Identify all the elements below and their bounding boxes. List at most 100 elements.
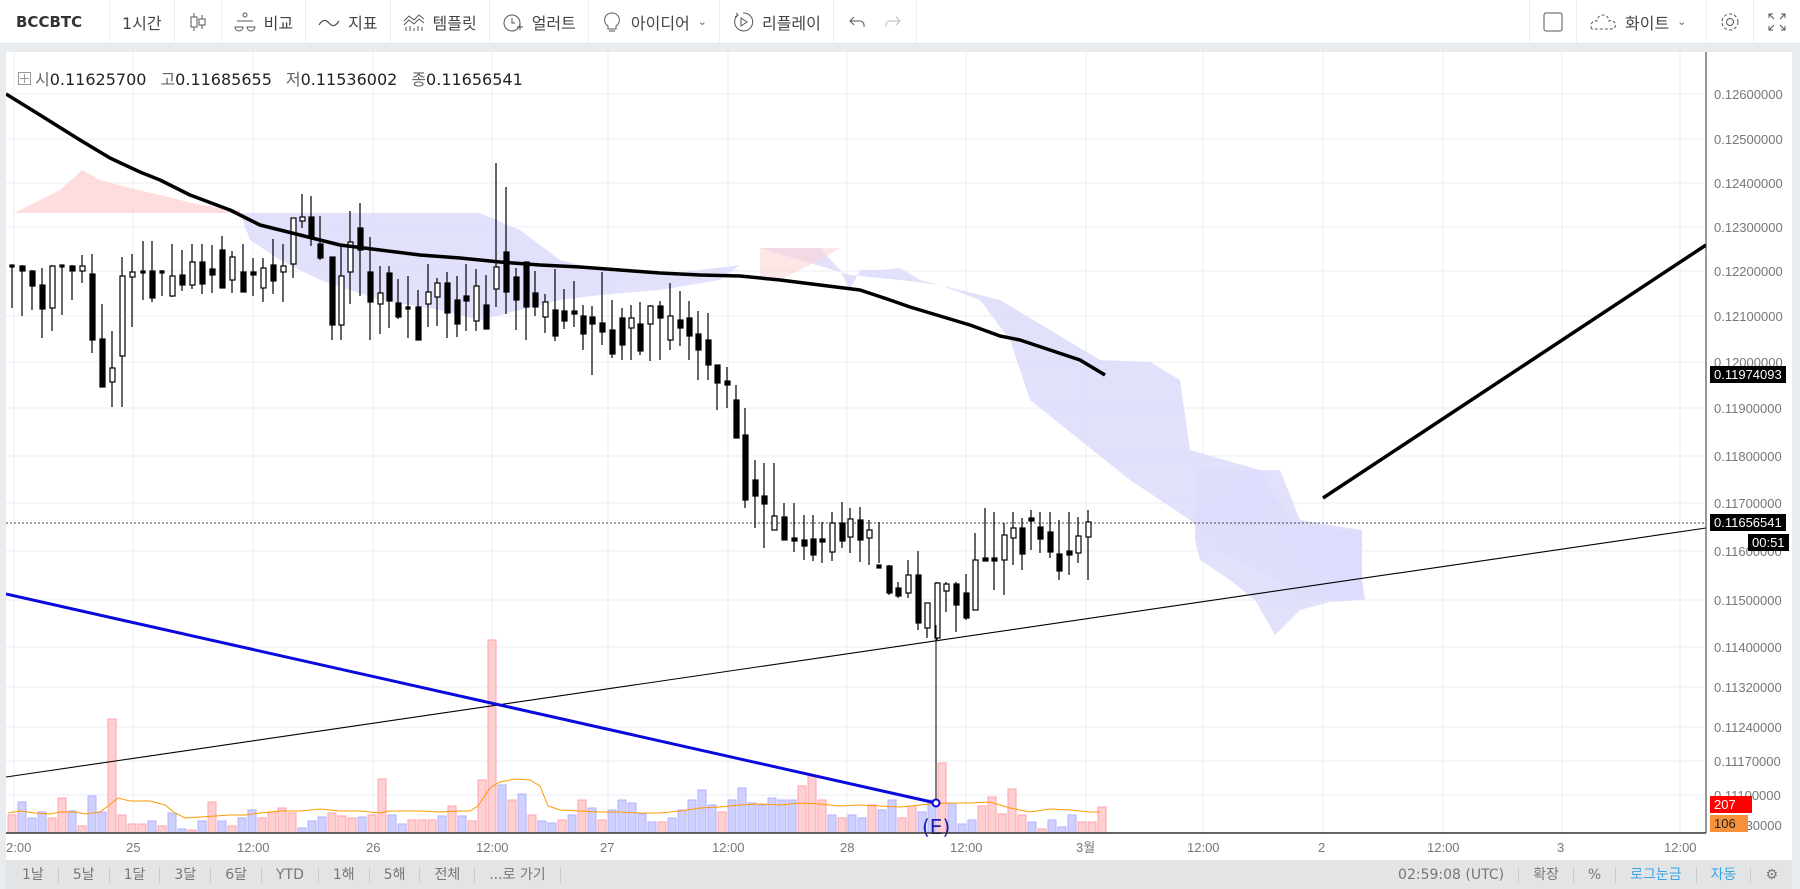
price-chart[interactable]: (E) 0.12600000 0.12500000 0.12400000 0.1… bbox=[6, 52, 1792, 860]
svg-text:3월: 3월 bbox=[1076, 840, 1095, 855]
trendline-blue bbox=[6, 592, 937, 805]
svg-text:12:00: 12:00 bbox=[237, 840, 270, 855]
svg-text:0.12500000: 0.12500000 bbox=[1714, 132, 1783, 147]
fullscreen-button[interactable] bbox=[1754, 0, 1800, 44]
range-5y[interactable]: 5해 bbox=[370, 866, 421, 883]
low-value: 0.11536002 bbox=[300, 70, 398, 89]
ideas-button[interactable]: 아이디어 ⌄ bbox=[589, 0, 720, 44]
chart-type-button[interactable] bbox=[175, 0, 222, 44]
legend-toggle: 시0.11625700 bbox=[18, 66, 146, 90]
svg-text:12:00: 12:00 bbox=[1187, 840, 1220, 855]
auto-scale-toggle[interactable]: 자동 bbox=[1697, 866, 1752, 883]
template-icon bbox=[403, 11, 425, 33]
svg-text:0.11320000: 0.11320000 bbox=[1714, 680, 1782, 695]
svg-text:0.12600000: 0.12600000 bbox=[1714, 87, 1783, 102]
chart-pane[interactable]: (E) 0.12600000 0.12500000 0.12400000 0.1… bbox=[6, 52, 1792, 860]
range-all[interactable]: 전체 bbox=[420, 866, 476, 883]
ideas-label: 아이디어 bbox=[630, 13, 690, 33]
open-label: 시 bbox=[35, 70, 50, 89]
price-axis-labels: 0.12600000 0.12500000 0.12400000 0.12300… bbox=[1714, 87, 1783, 833]
interval-label: 1시간 bbox=[122, 13, 162, 33]
svg-text:2: 2 bbox=[1318, 840, 1325, 855]
templates-button[interactable]: 템플릿 bbox=[391, 0, 490, 44]
scale-settings-button[interactable]: ⚙ bbox=[1751, 867, 1792, 883]
expand-icon[interactable] bbox=[18, 72, 31, 85]
trendline-thin bbox=[6, 527, 1707, 778]
trendline-handle bbox=[931, 798, 941, 808]
bottom-bar: 1날 5날 1달 3달 6달 YTD 1해 5해 전체 ...로 가기 02:5… bbox=[6, 860, 1792, 889]
chevron-down-icon: ⌄ bbox=[697, 15, 707, 28]
svg-text:28: 28 bbox=[840, 840, 854, 855]
countdown-tag: 00:51 bbox=[1748, 534, 1789, 551]
indicators-button[interactable]: 지표 bbox=[306, 0, 391, 44]
settings-button[interactable] bbox=[1707, 0, 1754, 44]
candlesticks bbox=[9, 163, 1092, 640]
high-value: 0.11685655 bbox=[175, 70, 272, 89]
volume-ma-tag: 106 bbox=[1710, 815, 1748, 832]
chevron-down-icon: ⌄ bbox=[1677, 15, 1687, 28]
trendline-thick bbox=[1322, 243, 1707, 500]
theme-label: 화이트 bbox=[1625, 13, 1670, 33]
range-1d[interactable]: 1날 bbox=[6, 866, 59, 883]
fullscreen-icon bbox=[1766, 11, 1788, 33]
redo-icon[interactable] bbox=[882, 11, 904, 33]
range-ytd[interactable]: YTD bbox=[262, 866, 319, 883]
close-label: 종 bbox=[411, 70, 427, 89]
svg-text:0.11700000: 0.11700000 bbox=[1714, 496, 1782, 511]
range-5d[interactable]: 5날 bbox=[59, 866, 110, 883]
time-axis-labels: 2:00 25 12:00 26 12:00 27 12:00 28 12:00… bbox=[6, 840, 1697, 855]
low-label: 저 bbox=[285, 70, 301, 89]
svg-text:0.12300000: 0.12300000 bbox=[1714, 220, 1783, 235]
cloud-icon bbox=[1589, 11, 1617, 33]
volume-bars bbox=[7, 639, 1107, 834]
volume-tag: 207 bbox=[1710, 796, 1752, 813]
ohlc-legend: 시0.11625700 고0.11685655 저0.11536002 종0.1… bbox=[18, 66, 523, 90]
templates-label: 템플릿 bbox=[432, 13, 477, 33]
compare-button[interactable]: 비교 bbox=[222, 0, 307, 44]
svg-text:12:00: 12:00 bbox=[1427, 840, 1460, 855]
ma-price-tag: 0.11974093 bbox=[1710, 366, 1786, 383]
top-toolbar: BCCBTC 1시간 비교 지표 템플릿 얼러트 아이디어 ⌄ 리플레이 화이 bbox=[0, 0, 1800, 44]
range-6m[interactable]: 6달 bbox=[211, 866, 262, 883]
grid bbox=[6, 52, 1706, 833]
candlestick-icon bbox=[187, 11, 209, 33]
svg-text:3: 3 bbox=[1557, 840, 1564, 855]
range-1y[interactable]: 1해 bbox=[319, 866, 370, 883]
goto-date-button[interactable]: ...로 가기 bbox=[475, 866, 561, 883]
open-value: 0.11625700 bbox=[49, 70, 147, 89]
undo-icon[interactable] bbox=[846, 11, 868, 33]
theme-button[interactable]: 화이트 ⌄ bbox=[1577, 0, 1707, 44]
gear-icon: ⚙ bbox=[1765, 866, 1778, 883]
svg-text:27: 27 bbox=[600, 840, 614, 855]
last-price-tag: 0.11656541 bbox=[1710, 514, 1786, 531]
ichimoku-cloud bbox=[14, 170, 1365, 635]
indicators-label: 지표 bbox=[348, 13, 378, 33]
svg-text:26: 26 bbox=[366, 840, 380, 855]
high-label: 고 bbox=[160, 70, 176, 89]
utc-clock[interactable]: 02:59:08 (UTC) bbox=[1384, 866, 1520, 883]
svg-text:12:00: 12:00 bbox=[712, 840, 745, 855]
replay-icon bbox=[732, 11, 754, 33]
replay-button[interactable]: 리플레이 bbox=[720, 0, 834, 44]
symbol-search[interactable]: BCCBTC bbox=[0, 0, 110, 44]
range-3m[interactable]: 3달 bbox=[160, 866, 212, 883]
layout-button[interactable] bbox=[1529, 0, 1577, 44]
svg-text:0.11800000: 0.11800000 bbox=[1714, 449, 1782, 464]
log-scale-toggle[interactable]: 로그눈금 bbox=[1616, 866, 1697, 883]
percent-toggle[interactable]: % bbox=[1574, 866, 1617, 883]
svg-text:0.12200000: 0.12200000 bbox=[1714, 264, 1783, 279]
range-1m[interactable]: 1달 bbox=[110, 866, 161, 883]
svg-text:25: 25 bbox=[126, 840, 140, 855]
svg-text:2:00: 2:00 bbox=[6, 840, 31, 855]
lightbulb-icon bbox=[601, 11, 623, 33]
square-icon bbox=[1542, 11, 1564, 33]
interval-button[interactable]: 1시간 bbox=[110, 0, 175, 44]
close-value: 0.11656541 bbox=[426, 70, 523, 89]
moving-average-line bbox=[6, 92, 1106, 377]
replay-label: 리플레이 bbox=[761, 13, 821, 33]
extended-hours-toggle[interactable]: 확장 bbox=[1519, 866, 1574, 883]
alert-button[interactable]: 얼러트 bbox=[490, 0, 589, 44]
volume-ma-line bbox=[7, 778, 1100, 819]
compare-label: 비교 bbox=[263, 13, 294, 33]
svg-text:12:00: 12:00 bbox=[950, 840, 983, 855]
